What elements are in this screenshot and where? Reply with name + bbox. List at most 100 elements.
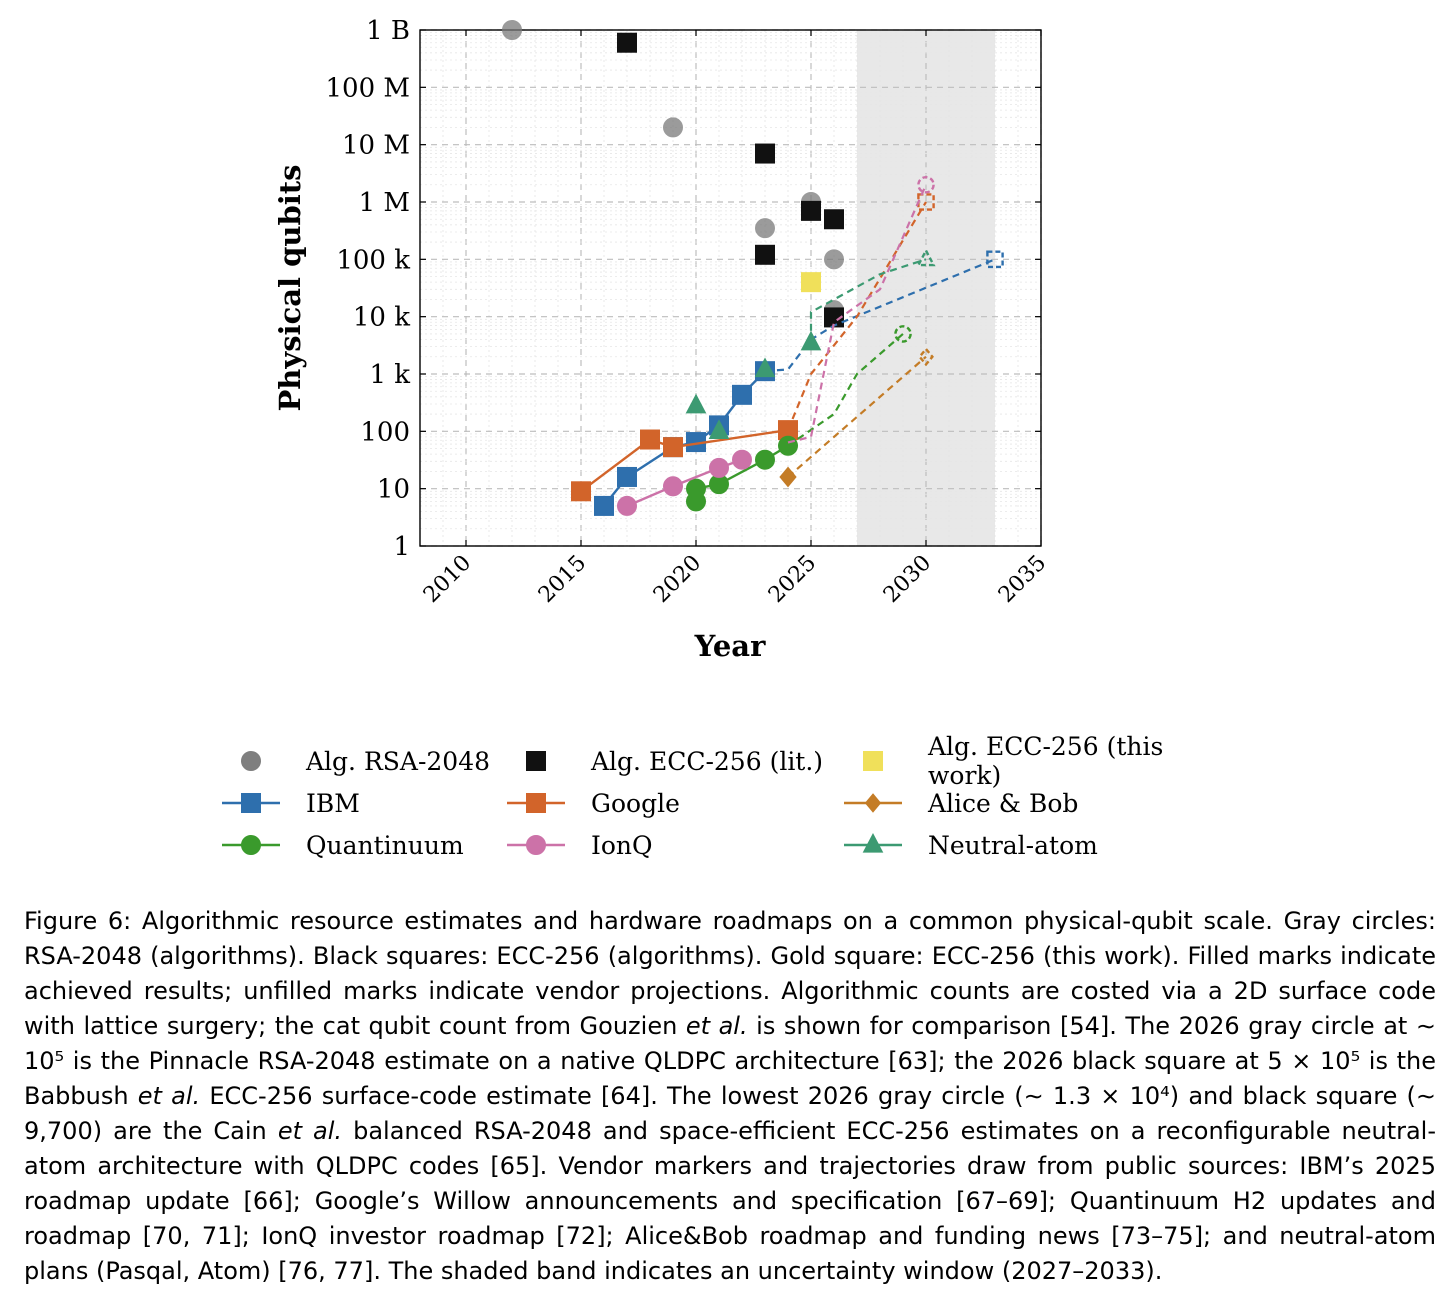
legend-marker	[241, 793, 261, 813]
data-point	[502, 20, 522, 40]
legend-label: Google	[591, 788, 680, 818]
data-point	[732, 449, 752, 470]
projection-line	[786, 201, 927, 431]
legend-marker	[526, 793, 546, 813]
legend-swatch	[844, 793, 902, 813]
x-tick-label: 2010	[419, 551, 476, 608]
y-tick-label: 100 k	[336, 245, 410, 275]
plot-area: 2010 2015 2020 2025 2030 2035 1 10 100 1 k 10 k 100…	[325, 16, 1051, 608]
caption-text: ECC-256 surface-code estimate [64]. The …	[200, 1082, 1024, 1110]
legend-marker	[241, 751, 261, 771]
grid	[419, 29, 1042, 547]
legend-label: Neutral-atom	[928, 830, 1098, 860]
legend-swatch	[844, 833, 902, 853]
series-ionq	[617, 175, 935, 516]
projection-line	[787, 333, 904, 447]
data-point	[755, 244, 775, 265]
legend-item: Google	[505, 788, 842, 818]
data-point	[709, 457, 729, 478]
caption-etal: et al.	[137, 1082, 201, 1110]
chart-legend: Alg. RSA-2048 Alg. ECC-256 (lit.) Alg. ECC…	[220, 732, 1172, 860]
y-tick-label: 1 k	[369, 360, 410, 390]
data-point	[617, 32, 637, 53]
data-point	[663, 117, 683, 138]
y-tick-label: 100 M	[325, 73, 410, 103]
data-point	[801, 272, 821, 293]
legend-item: Alice & Bob	[842, 788, 1172, 818]
legend-item: Alg. ECC-256 (lit.)	[505, 746, 842, 776]
y-tick-label: 10 k	[353, 303, 410, 333]
caption-intro: Figure 6: Algorithmic resource estimates…	[24, 907, 1436, 1040]
legend-swatch	[507, 835, 565, 855]
y-tick-label: 10 M	[342, 131, 410, 161]
legend-label: IBM	[306, 788, 360, 818]
legend-marker	[864, 793, 882, 813]
projection-line	[809, 258, 927, 343]
data-point	[594, 495, 614, 516]
x-tick-label: 2025	[764, 551, 821, 608]
legend-marker	[241, 835, 261, 855]
data-point	[571, 481, 591, 502]
legend-swatch	[241, 751, 261, 771]
y-tick-label: 1 B	[366, 16, 410, 46]
caption-text: ) are the Cain	[92, 1117, 278, 1145]
x-tick-label: 2020	[649, 551, 706, 608]
legend-item: IonQ	[505, 830, 842, 860]
legend-item: Alg. ECC-256 (this work)	[842, 732, 1172, 790]
legend-swatch	[222, 835, 280, 855]
series-alice-bob	[779, 347, 934, 488]
series-line	[626, 458, 743, 508]
legend-item: Quantinuum	[220, 830, 505, 860]
legend-item: Alg. RSA-2048	[220, 746, 505, 776]
legend-item: Neutral-atom	[842, 830, 1172, 860]
caption-text: ) and black square (	[1169, 1082, 1416, 1110]
legend-swatch	[863, 751, 883, 771]
figure-caption: Figure 6: Algorithmic resource estimates…	[24, 904, 1436, 1289]
data-point	[663, 476, 683, 497]
data-point	[801, 200, 821, 221]
legend-marker	[526, 751, 546, 771]
projection-point	[894, 325, 912, 343]
y-tick-label: 1 M	[359, 188, 410, 218]
qubit-chart: 2010 2015 2020 2025 2030 2035 1 10 100 1 k 10 k 100…	[273, 16, 1051, 663]
projection-point	[918, 347, 934, 367]
legend-marker	[862, 833, 884, 853]
x-tick-label: 2035	[994, 551, 1051, 608]
data-point	[686, 478, 706, 499]
legend-label: Alg. ECC-256 (this work)	[928, 732, 1164, 790]
series-alg-ecc-256-this-work	[801, 272, 821, 293]
caption-text: is the Pinnacle RSA-2048 estimate on a n…	[64, 1047, 1268, 1075]
data-point	[755, 449, 775, 470]
projection-point	[917, 175, 935, 194]
data-point	[800, 330, 822, 351]
legend-marker	[526, 835, 546, 855]
data-point	[778, 435, 798, 456]
legend-label: Quantinuum	[306, 830, 464, 860]
y-axis-label: Physical qubits	[273, 164, 307, 411]
data-point	[617, 466, 637, 487]
legend-item: IBM	[220, 788, 505, 818]
caption-math: 5 × 10⁵	[1267, 1047, 1361, 1075]
data-point	[663, 437, 683, 458]
legend-swatch	[507, 793, 565, 813]
y-tick-label: 100	[360, 417, 410, 447]
x-tick-label: 2030	[879, 551, 936, 608]
data-point	[732, 384, 752, 405]
x-axis-label: Year	[694, 629, 766, 663]
legend-swatch	[526, 751, 546, 771]
y-tick-label: 10	[377, 475, 410, 505]
data-point	[685, 393, 707, 414]
x-tick-label: 2015	[534, 551, 591, 608]
data-point	[754, 357, 776, 378]
data-point	[640, 429, 660, 450]
caption-math: ∼ 9,700	[24, 1082, 1437, 1145]
legend-marker	[863, 751, 883, 771]
legend-label: Alice & Bob	[928, 788, 1079, 818]
legend-label: IonQ	[591, 830, 653, 860]
caption-math: ∼ 10⁵	[24, 1012, 1436, 1075]
caption-etal: et al.	[685, 1012, 748, 1040]
projection-point	[916, 248, 936, 267]
legend-swatch	[222, 793, 280, 813]
data-point	[779, 466, 797, 488]
legend-label: Alg. RSA-2048	[306, 746, 491, 776]
